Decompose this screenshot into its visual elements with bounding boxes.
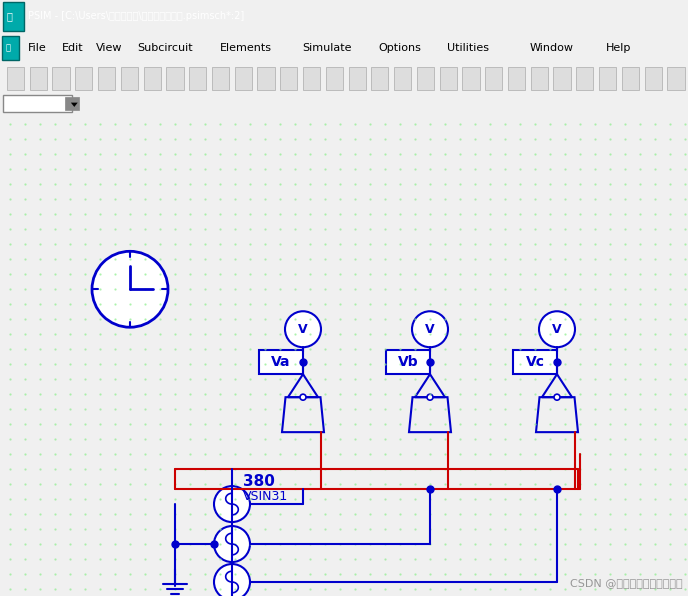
Text: 锁: 锁 — [6, 44, 10, 53]
Polygon shape — [71, 103, 78, 107]
FancyBboxPatch shape — [280, 67, 297, 89]
FancyBboxPatch shape — [166, 67, 184, 89]
FancyBboxPatch shape — [386, 350, 430, 374]
Circle shape — [92, 252, 168, 327]
Text: PSIM - [C:\Users\锁相环仿真\三相锁相环仿真.psimsch*:2]: PSIM - [C:\Users\锁相环仿真\三相锁相环仿真.psimsch*:… — [28, 11, 244, 21]
FancyBboxPatch shape — [52, 67, 69, 89]
FancyBboxPatch shape — [485, 67, 502, 89]
Circle shape — [300, 394, 306, 400]
FancyBboxPatch shape — [462, 67, 480, 89]
FancyBboxPatch shape — [577, 67, 594, 89]
FancyBboxPatch shape — [667, 67, 685, 89]
Text: Options: Options — [378, 44, 421, 53]
Text: Window: Window — [530, 44, 574, 53]
FancyBboxPatch shape — [3, 2, 24, 31]
FancyBboxPatch shape — [75, 67, 92, 89]
FancyBboxPatch shape — [349, 67, 366, 89]
FancyBboxPatch shape — [599, 67, 616, 89]
Circle shape — [412, 311, 448, 347]
FancyBboxPatch shape — [508, 67, 525, 89]
Text: V: V — [425, 323, 435, 336]
FancyBboxPatch shape — [325, 67, 343, 89]
FancyBboxPatch shape — [259, 350, 303, 374]
FancyBboxPatch shape — [3, 95, 72, 112]
FancyBboxPatch shape — [98, 67, 115, 89]
Text: Elements: Elements — [220, 44, 272, 53]
Text: V: V — [552, 323, 562, 336]
Text: Help: Help — [605, 44, 631, 53]
Circle shape — [214, 526, 250, 562]
Text: Vb: Vb — [398, 355, 418, 369]
Text: Subcircuit: Subcircuit — [138, 44, 193, 53]
Circle shape — [285, 311, 321, 347]
Text: Simulate: Simulate — [303, 44, 352, 53]
FancyBboxPatch shape — [553, 67, 570, 89]
Circle shape — [214, 564, 250, 596]
FancyBboxPatch shape — [645, 67, 662, 89]
Text: View: View — [96, 44, 123, 53]
Circle shape — [214, 486, 250, 522]
FancyBboxPatch shape — [121, 67, 138, 89]
FancyBboxPatch shape — [235, 67, 252, 89]
FancyBboxPatch shape — [394, 67, 411, 89]
FancyBboxPatch shape — [2, 36, 19, 60]
Text: 锁: 锁 — [7, 11, 13, 21]
Text: Vc: Vc — [526, 355, 544, 369]
FancyBboxPatch shape — [65, 97, 79, 110]
Text: 380: 380 — [243, 474, 275, 489]
Text: Edit: Edit — [62, 44, 83, 53]
Circle shape — [427, 394, 433, 400]
Text: V: V — [298, 323, 308, 336]
Circle shape — [554, 394, 560, 400]
FancyBboxPatch shape — [189, 67, 206, 89]
FancyBboxPatch shape — [440, 67, 457, 89]
Text: File: File — [28, 44, 46, 53]
FancyBboxPatch shape — [7, 67, 24, 89]
FancyBboxPatch shape — [144, 67, 161, 89]
Circle shape — [539, 311, 575, 347]
Text: Utilities: Utilities — [447, 44, 489, 53]
FancyBboxPatch shape — [212, 67, 229, 89]
FancyBboxPatch shape — [303, 67, 320, 89]
FancyBboxPatch shape — [417, 67, 434, 89]
Text: CSDN @乐思智能科技有限公司: CSDN @乐思智能科技有限公司 — [570, 578, 683, 588]
Text: Va: Va — [271, 355, 291, 369]
FancyBboxPatch shape — [513, 350, 557, 374]
FancyBboxPatch shape — [372, 67, 389, 89]
FancyBboxPatch shape — [622, 67, 639, 89]
FancyBboxPatch shape — [530, 67, 548, 89]
FancyBboxPatch shape — [257, 67, 275, 89]
FancyBboxPatch shape — [30, 67, 47, 89]
Text: VSIN31: VSIN31 — [243, 490, 288, 503]
